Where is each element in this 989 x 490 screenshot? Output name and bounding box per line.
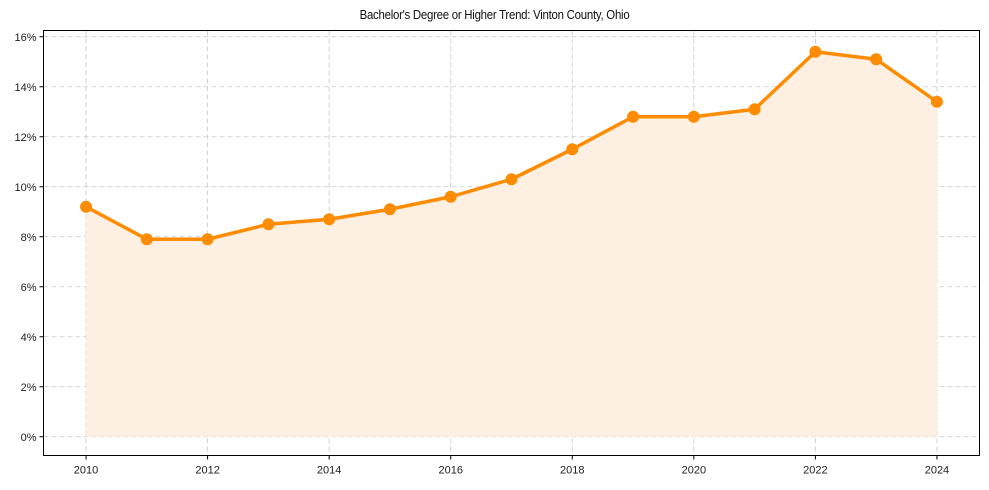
- area-fill: [86, 51, 937, 437]
- y-axis: 0% 2% 4% 6% 8% 10% 12% 14% 16%: [14, 32, 44, 444]
- x-tick-label: 2018: [560, 465, 584, 477]
- data-point: [80, 200, 93, 213]
- data-point: [809, 45, 822, 58]
- x-tick-label: 2014: [317, 465, 341, 477]
- data-point: [930, 95, 943, 108]
- x-tick-label: 2012: [195, 465, 219, 477]
- data-point: [323, 213, 336, 226]
- data-point: [505, 173, 518, 186]
- y-tick-label: 16%: [14, 32, 36, 44]
- y-tick-label: 12%: [14, 132, 36, 144]
- plot-frame: [43, 30, 980, 456]
- x-tick-label: 2020: [682, 465, 706, 477]
- x-axis: 2010 2012 2014 2016 2018 2020 2022 2024: [74, 455, 949, 477]
- chart-title: Bachelor's Degree or Higher Trend: Vinto…: [359, 7, 630, 22]
- x-tick-label: 2016: [438, 465, 462, 477]
- data-markers: [80, 45, 943, 246]
- data-point: [687, 110, 700, 123]
- data-point: [627, 110, 640, 123]
- data-point: [566, 143, 579, 156]
- y-tick-label: 4%: [21, 332, 37, 344]
- data-point: [383, 203, 396, 216]
- x-tick-label: 2024: [925, 465, 949, 477]
- data-point: [140, 233, 153, 246]
- y-tick-label: 6%: [21, 282, 37, 294]
- y-tick-label: 10%: [14, 182, 36, 194]
- y-tick-label: 8%: [21, 232, 37, 244]
- data-point: [444, 190, 457, 203]
- y-tick-label: 14%: [14, 82, 36, 94]
- data-point: [262, 218, 275, 231]
- x-tick-label: 2022: [803, 465, 827, 477]
- y-tick-label: 2%: [21, 382, 37, 394]
- data-point: [748, 103, 761, 116]
- data-point: [201, 233, 214, 246]
- y-tick-label: 0%: [21, 432, 37, 444]
- x-tick-label: 2010: [74, 465, 98, 477]
- data-point: [870, 53, 883, 66]
